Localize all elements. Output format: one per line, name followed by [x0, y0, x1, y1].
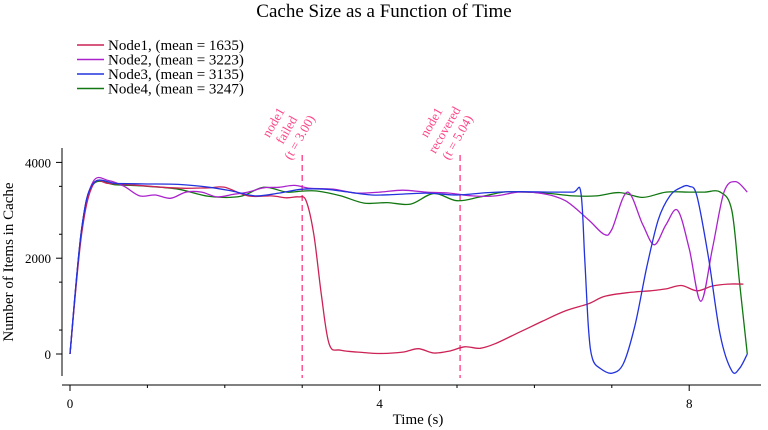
y-tick-label: 4000 [25, 155, 51, 170]
series-line-node2 [69, 176, 748, 355]
x-tick-label: 0 [67, 396, 74, 411]
x-axis-label: Time (s) [393, 412, 444, 428]
annotation-label: node1failed(t = 3.00) [255, 97, 318, 162]
series-line-node3 [69, 179, 748, 374]
y-axis-label: Number of Items in Cache [1, 182, 17, 341]
legend-entry: Node3, (mean = 3135) [108, 67, 244, 83]
legend-entry: Node1, (mean = 1635) [108, 38, 244, 54]
series-line-node4 [69, 180, 748, 355]
annotation-label: node1recovered(t = 5.04) [412, 96, 477, 163]
legend-entry: Node4, (mean = 3247) [108, 82, 244, 98]
series-line-node1 [69, 179, 744, 355]
annotations: node1failed(t = 3.00) node1recovered(t = … [255, 96, 477, 378]
legend: Node1, (mean = 1635)Node2, (mean = 3223)… [77, 38, 244, 98]
y-tick-label: 0 [45, 347, 52, 362]
axes: 0 2000 4000 0 4 8 [25, 148, 761, 411]
x-tick-label: 8 [686, 396, 693, 411]
legend-entry: Node2, (mean = 3223) [108, 53, 244, 69]
x-tick-label: 4 [376, 396, 383, 411]
y-tick-label: 2000 [25, 251, 51, 266]
chart-title: Cache Size as a Function of Time [256, 1, 511, 22]
data-series [69, 176, 748, 374]
